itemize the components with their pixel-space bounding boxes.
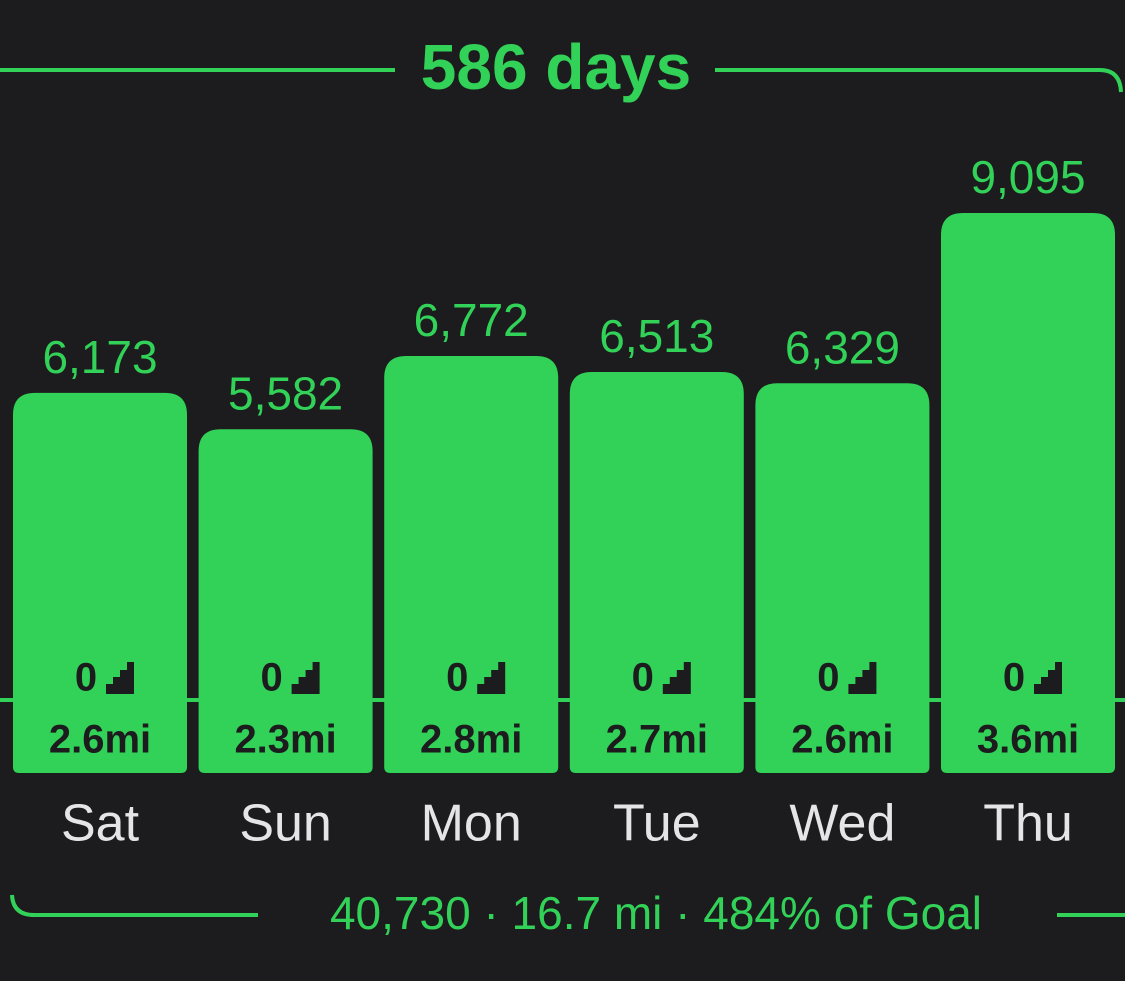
stairs-icon [1034, 662, 1062, 694]
top-bracket [0, 68, 1123, 93]
value-label: 6,173 [42, 331, 157, 383]
bar [198, 429, 373, 773]
value-label: 6,329 [785, 321, 900, 373]
value-label: 9,095 [970, 151, 1085, 203]
distance-label: 2.6mi [49, 718, 151, 762]
distance-label: 2.7mi [606, 718, 708, 762]
flights-label: 0 [817, 656, 839, 700]
x-tick-label: Wed [789, 795, 895, 853]
chart-title: 586 days [421, 31, 691, 103]
flights-label: 0 [75, 656, 97, 700]
stairs-icon [477, 662, 506, 694]
flights-label: 0 [260, 656, 282, 700]
x-tick-label: Thu [983, 795, 1073, 853]
distance-label: 2.8mi [420, 718, 522, 762]
stairs-icon [291, 662, 320, 694]
value-label: 6,513 [599, 310, 714, 362]
value-label: 5,582 [228, 367, 343, 419]
bar [755, 383, 930, 773]
flights-label: 0 [1003, 656, 1025, 700]
bar [569, 371, 744, 773]
stairs-icon [848, 662, 877, 694]
value-label: 6,772 [414, 294, 529, 346]
x-tick-label: Sat [61, 795, 140, 853]
flights-label: 0 [446, 656, 468, 700]
bottom-bracket [10, 894, 1125, 917]
stairs-icon [662, 662, 691, 694]
distance-label: 2.6mi [791, 718, 893, 762]
bar [13, 392, 187, 773]
x-tick-label: Tue [613, 795, 701, 853]
bar [384, 356, 559, 773]
x-tick-label: Mon [421, 795, 522, 853]
summary: 40,730 · 16.7 mi · 484% of Goal [330, 887, 982, 939]
bar [941, 213, 1115, 773]
flights-label: 0 [632, 656, 654, 700]
distance-label: 3.6mi [977, 718, 1079, 762]
stairs-icon [106, 662, 134, 694]
distance-label: 2.3mi [234, 718, 336, 762]
x-tick-label: Sun [239, 795, 332, 853]
